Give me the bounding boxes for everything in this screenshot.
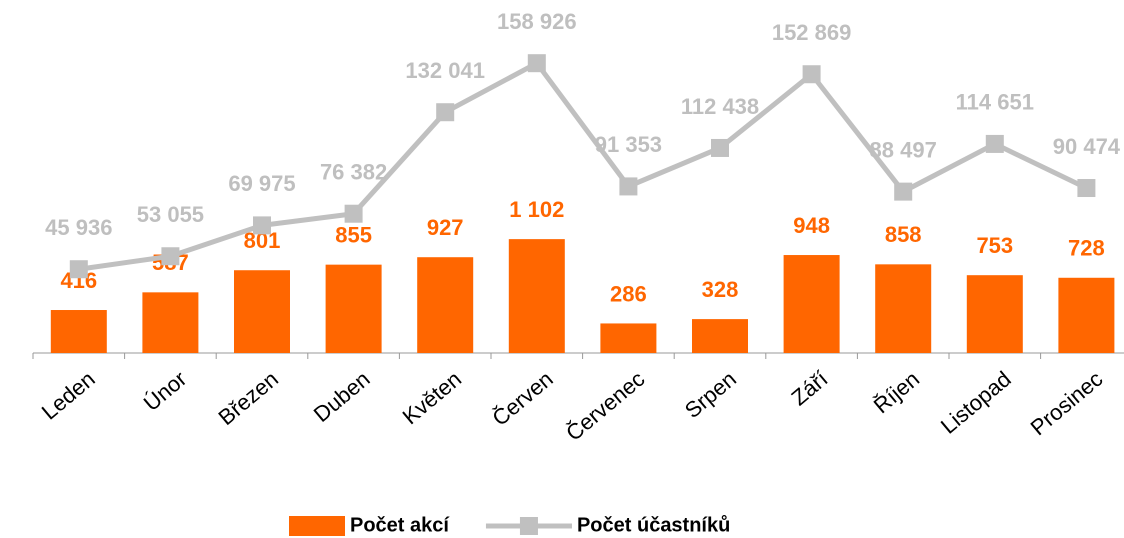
line-marker: [69, 260, 88, 279]
line-value-label: 90 474: [1053, 134, 1121, 159]
bar: [325, 264, 382, 353]
bar-value-label: 858: [885, 222, 922, 247]
line-value-label: 91 353: [595, 132, 662, 157]
legend-swatch: [519, 517, 538, 535]
bar-value-label: 728: [1068, 236, 1105, 261]
bar-value-label: 855: [335, 222, 372, 247]
x-tick-label: Červenec: [561, 366, 649, 446]
line-marker: [985, 134, 1004, 153]
x-tick-label: Červen: [487, 366, 557, 431]
line-marker: [1077, 179, 1096, 198]
line-marker: [527, 54, 546, 73]
x-tick-label: Prosinec: [1026, 366, 1108, 440]
bar: [50, 310, 107, 353]
x-tick-label: Říjen: [869, 366, 924, 418]
x-tick-label: Únor: [139, 366, 192, 416]
line-marker: [436, 103, 455, 122]
line-value-label: 53 055: [137, 202, 204, 227]
line-value-label: 76 382: [320, 160, 387, 185]
x-tick-label: Březen: [213, 366, 282, 430]
x-tick-label: Listopad: [936, 366, 1016, 439]
bar: [142, 292, 199, 353]
bar: [600, 323, 657, 353]
line-marker: [894, 182, 913, 201]
bar-value-label: 286: [610, 281, 647, 306]
line-marker: [619, 177, 638, 196]
x-tick-label: Září: [787, 366, 833, 410]
x-tick-label: Srpen: [680, 366, 741, 423]
legend-label: Počet akcí: [350, 514, 450, 536]
line-marker: [802, 65, 821, 84]
line-value-label: 132 041: [405, 58, 485, 83]
bar-value-label: 948: [793, 213, 830, 238]
line-value-label: 88 497: [870, 137, 937, 162]
x-tick-label: Duben: [309, 366, 375, 427]
bar: [966, 275, 1023, 353]
line-marker: [344, 204, 363, 223]
bar: [234, 270, 290, 353]
line-value-label: 112 438: [681, 94, 759, 119]
line-marker: [161, 247, 180, 266]
x-tick-label: Květen: [398, 366, 467, 429]
line-marker: [253, 216, 271, 235]
line-value-label: 152 869: [772, 20, 852, 45]
bar: [508, 239, 565, 353]
bar: [783, 255, 840, 353]
bar-value-label: 328: [702, 277, 739, 302]
bar: [875, 264, 932, 353]
bar: [692, 319, 748, 353]
bar-value-label: 1 102: [509, 197, 564, 222]
line-value-label: 69 975: [228, 171, 295, 196]
bar-value-label: 927: [427, 215, 464, 240]
bar: [417, 257, 474, 353]
x-tick-label: Leden: [37, 366, 100, 424]
bar-value-label: 753: [976, 233, 1013, 258]
line-value-label: 45 936: [45, 215, 112, 240]
line-value-label: 114 651: [956, 90, 1034, 115]
legend-swatch: [289, 516, 345, 536]
bar: [1058, 277, 1115, 353]
line-marker: [711, 138, 729, 157]
line: [78, 60, 1088, 272]
legend-label: Počet účastníků: [577, 514, 730, 536]
line-value-label: 158 926: [497, 9, 577, 34]
